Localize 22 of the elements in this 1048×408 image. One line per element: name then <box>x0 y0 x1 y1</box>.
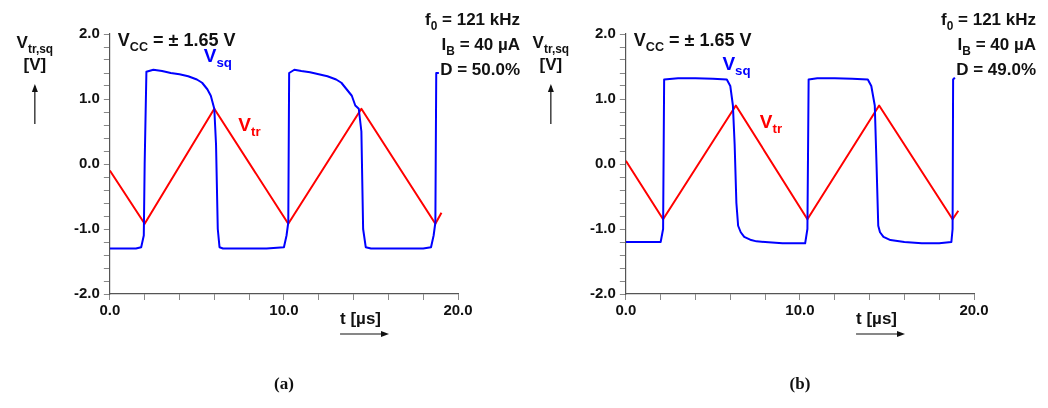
y-tick-label: 1.0 <box>78 89 100 107</box>
x-tick-label: 20.0 <box>443 301 473 319</box>
x-tick-label: 0.0 <box>99 301 121 319</box>
y-tick-label: 0.0 <box>594 154 616 172</box>
text: (b) <box>789 374 811 393</box>
y-tick-label: 0.0 <box>78 154 100 172</box>
y-tick-label: 2.0 <box>78 24 100 42</box>
y-tick-label: -2.0 <box>73 284 100 302</box>
x-tick-label: 0.0 <box>615 301 637 319</box>
y-tick-label: 1.0 <box>594 89 616 107</box>
x-axis-title: t [µs] <box>340 309 382 328</box>
y-tick-label: 2.0 <box>594 24 616 42</box>
x-axis-title: t [µs] <box>856 309 898 328</box>
y-tick-label: -1.0 <box>589 219 616 237</box>
annotation: D = 49.0% <box>956 60 1037 79</box>
x-tick-label: 10.0 <box>269 301 299 319</box>
y-tick-label: -1.0 <box>73 219 100 237</box>
x-tick-label: 20.0 <box>959 301 989 319</box>
annotation: D = 50.0% <box>440 60 521 79</box>
y-tick-label: -2.0 <box>589 284 616 302</box>
x-tick-label: 10.0 <box>785 301 815 319</box>
text: (a) <box>274 374 294 393</box>
